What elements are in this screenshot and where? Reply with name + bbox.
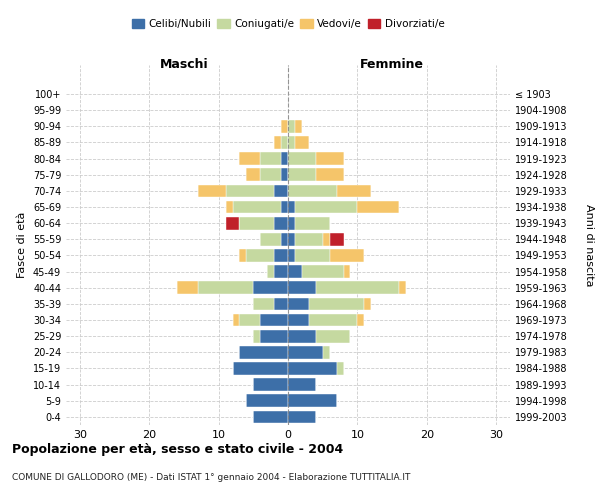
Bar bbox=[288, 282, 316, 294]
Text: COMUNE DI GALLODORO (ME) - Dati ISTAT 1° gennaio 2004 - Elaborazione TUTTITALIA.: COMUNE DI GALLODORO (ME) - Dati ISTAT 1°… bbox=[12, 472, 410, 482]
Text: Femmine: Femmine bbox=[360, 58, 424, 71]
Bar bbox=[358, 314, 364, 326]
Bar bbox=[281, 233, 288, 245]
Bar bbox=[329, 249, 364, 262]
Bar bbox=[288, 362, 337, 375]
Legend: Celibi/Nubili, Coniugati/e, Vedovi/e, Divorziati/e: Celibi/Nubili, Coniugati/e, Vedovi/e, Di… bbox=[127, 14, 449, 33]
Bar bbox=[239, 346, 288, 358]
Bar bbox=[295, 233, 323, 245]
Bar bbox=[281, 152, 288, 165]
Bar bbox=[239, 152, 260, 165]
Bar bbox=[295, 217, 329, 230]
Bar bbox=[358, 201, 399, 213]
Bar bbox=[323, 346, 329, 358]
Bar bbox=[288, 120, 295, 132]
Bar bbox=[253, 378, 288, 391]
Bar bbox=[288, 330, 316, 342]
Bar bbox=[288, 346, 323, 358]
Bar bbox=[288, 249, 295, 262]
Bar bbox=[288, 394, 337, 407]
Bar bbox=[226, 201, 233, 213]
Bar bbox=[247, 168, 260, 181]
Bar bbox=[288, 136, 295, 149]
Bar bbox=[239, 314, 260, 326]
Bar bbox=[233, 201, 281, 213]
Bar bbox=[260, 330, 288, 342]
Bar bbox=[247, 249, 274, 262]
Bar bbox=[253, 410, 288, 423]
Bar bbox=[288, 378, 316, 391]
Bar bbox=[288, 168, 316, 181]
Bar bbox=[316, 168, 343, 181]
Bar bbox=[343, 266, 350, 278]
Bar bbox=[295, 201, 358, 213]
Bar bbox=[274, 266, 288, 278]
Bar bbox=[226, 184, 274, 197]
Bar bbox=[281, 120, 288, 132]
Text: Popolazione per età, sesso e stato civile - 2004: Popolazione per età, sesso e stato civil… bbox=[12, 442, 343, 456]
Bar bbox=[253, 282, 288, 294]
Bar bbox=[316, 330, 350, 342]
Bar bbox=[253, 330, 260, 342]
Bar bbox=[177, 282, 198, 294]
Bar bbox=[281, 168, 288, 181]
Bar bbox=[288, 152, 316, 165]
Bar bbox=[309, 314, 358, 326]
Bar bbox=[288, 233, 295, 245]
Bar bbox=[302, 266, 343, 278]
Y-axis label: Anni di nascita: Anni di nascita bbox=[584, 204, 594, 286]
Bar bbox=[274, 249, 288, 262]
Bar bbox=[260, 314, 288, 326]
Bar bbox=[281, 201, 288, 213]
Bar bbox=[329, 233, 343, 245]
Bar bbox=[274, 298, 288, 310]
Y-axis label: Fasce di età: Fasce di età bbox=[17, 212, 27, 278]
Bar bbox=[295, 249, 329, 262]
Bar bbox=[364, 298, 371, 310]
Bar bbox=[337, 184, 371, 197]
Bar bbox=[198, 282, 253, 294]
Bar bbox=[247, 394, 288, 407]
Bar bbox=[274, 217, 288, 230]
Bar bbox=[288, 266, 302, 278]
Bar bbox=[260, 233, 281, 245]
Bar bbox=[260, 152, 281, 165]
Bar bbox=[226, 217, 239, 230]
Bar bbox=[288, 184, 337, 197]
Bar bbox=[274, 184, 288, 197]
Bar bbox=[316, 152, 343, 165]
Bar bbox=[198, 184, 226, 197]
Bar bbox=[239, 217, 274, 230]
Bar bbox=[274, 136, 281, 149]
Text: Maschi: Maschi bbox=[160, 58, 208, 71]
Bar bbox=[233, 314, 239, 326]
Bar bbox=[295, 136, 309, 149]
Bar bbox=[288, 201, 295, 213]
Bar bbox=[267, 266, 274, 278]
Bar bbox=[288, 217, 295, 230]
Bar bbox=[260, 168, 281, 181]
Bar bbox=[288, 314, 309, 326]
Bar bbox=[233, 362, 288, 375]
Bar bbox=[295, 120, 302, 132]
Bar bbox=[316, 282, 399, 294]
Bar bbox=[288, 410, 316, 423]
Bar bbox=[309, 298, 364, 310]
Bar bbox=[337, 362, 343, 375]
Bar bbox=[253, 298, 274, 310]
Bar bbox=[323, 233, 329, 245]
Bar bbox=[239, 249, 247, 262]
Bar bbox=[399, 282, 406, 294]
Bar bbox=[288, 298, 309, 310]
Bar bbox=[281, 136, 288, 149]
